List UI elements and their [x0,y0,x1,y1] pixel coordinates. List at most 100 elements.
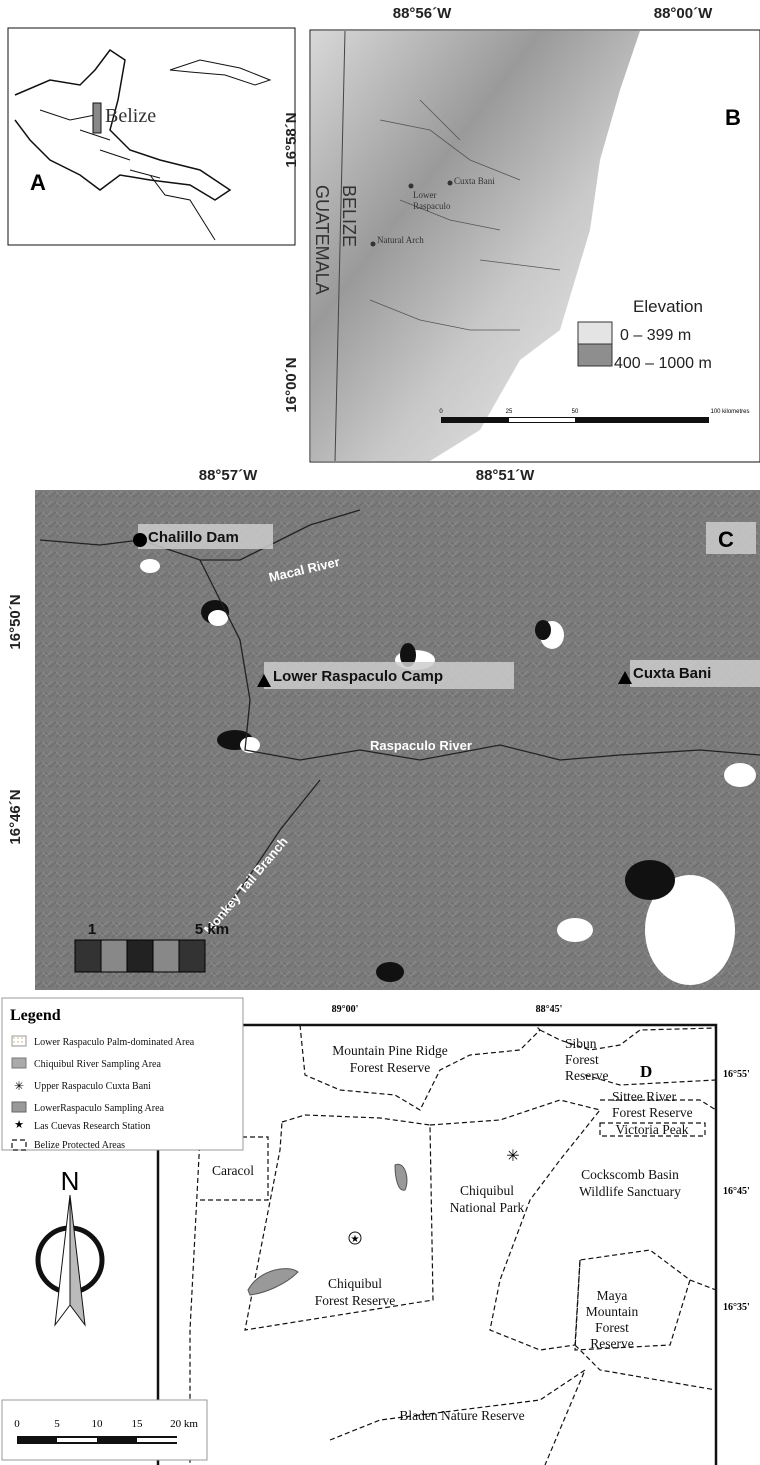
scale-box [1,1399,208,1461]
lon-label: 88°51´W [476,467,535,484]
clouds [140,559,756,985]
area-label: National Park [450,1200,525,1215]
lon-label: 88°57´W [199,467,258,484]
area-label: Sibun [565,1036,597,1051]
legend-swatch [577,321,613,345]
lat-label: 16°58´N [283,112,300,167]
legend-swatch: ★ [14,1119,24,1131]
site-marker [257,674,271,687]
legend-box [1,997,244,1151]
site-marker [370,241,376,247]
legend-swatch [577,343,613,367]
coastline [14,48,232,201]
site-marker [408,183,414,189]
lat-label: 16°35' [723,1302,750,1313]
area-label: Bladen Nature Reserve [399,1408,524,1423]
area-label: Reserve [565,1068,608,1083]
legend-item: Belize Protected Areas [34,1140,125,1151]
north-arrow [35,1194,105,1327]
scale-bar-segment [57,1438,97,1442]
legend-item: 0 – 399 m [620,327,691,344]
lon-label: 88°00´W [654,5,713,22]
scale-bar [74,939,206,973]
area-label: Forest [595,1320,629,1335]
lat-label: 16°55' [723,1069,750,1080]
belize-highlight [92,102,102,134]
scale-label: 50 [572,409,579,415]
panel-c: 88°57´W 88°51´W 16°50´N 16°46´N Chalillo… [7,467,760,990]
boundary [539,1027,717,1111]
legend-swatch [11,1035,27,1047]
legend-swatch [11,1139,27,1151]
area-label: Reserve [590,1336,633,1351]
site-marker [618,671,632,684]
site-label: Chalillo Dam [148,529,239,546]
lon-label: 88°45' [536,1004,563,1015]
legend-item: Lower Raspaculo Palm-dominated Area [34,1037,195,1048]
scale-label: 5 [54,1418,60,1430]
area-label: Chiquibul [328,1276,382,1291]
scale-label: 0 [439,409,443,415]
label-box [706,522,756,554]
panel-b: 88°56´W 88°00´W 16°58´N 16°00´N BELIZE G… [283,5,760,463]
legend-swatch [11,1057,27,1069]
legend-item: 400 – 1000 m [614,355,712,372]
panel-a-frame [7,27,296,246]
country-label: GUATEMALA [312,185,332,295]
river-label: Raspaculo River [370,738,472,753]
label-box [630,660,760,687]
north-label: N [61,1166,80,1196]
country-label: BELIZE [339,185,359,247]
lat-label: 16°45' [723,1186,750,1197]
label-box [264,662,514,689]
borders [39,109,216,241]
area-label: Cockscomb Basin [581,1167,679,1182]
scale-label: 10 [92,1418,104,1430]
victoria-peak-box [599,1122,706,1137]
area-label: Mountain [586,1304,639,1319]
site-label: Natural Arch [377,235,424,245]
scale-bar-segment [137,1438,177,1442]
panel-label: B [725,105,741,130]
legend-item: Chiquibul River Sampling Area [34,1059,161,1070]
panel-label: D [640,1062,652,1081]
legend-item: Las Cuevas Research Station [34,1121,150,1132]
legend-title: Elevation [633,297,703,316]
site-label: Lower [413,190,437,200]
area-label: Sittee River [612,1089,677,1104]
legend-item: Upper Raspaculo Cuxta Bani [34,1081,151,1092]
border-line [334,30,346,462]
scale-label: 1 [88,921,96,938]
scale-label: 25 [506,409,513,415]
country-label: Belize [105,105,156,127]
legend-swatch: ✳ [14,1079,24,1093]
site-marker [447,180,453,186]
scale-label: 0 [14,1418,20,1430]
site-label: Cuxta Bani [633,665,711,682]
panel-a: Belize A [7,27,296,246]
label-box [138,524,273,549]
boundary [299,1024,541,1111]
rivers [369,99,561,331]
area-label: Victoria Peak [615,1122,688,1137]
boundary [244,1114,434,1331]
site-label: Raspaculo [413,201,451,211]
scale-label: 5 km [195,921,229,938]
station-star: ★ [351,1234,360,1245]
map-frame [156,1023,718,1465]
panel-d: 89°00' 88°45' 16°55' 16°45' 16°35' ★ ✳ D… [1,997,750,1465]
site-marker [133,533,147,547]
legend-swatch [11,1101,27,1113]
scale-bar-segment [509,418,575,422]
area-label: Chiquibul [460,1183,514,1198]
sampling-area [247,1268,299,1296]
legend-item: LowerRaspaculo Sampling Area [34,1103,165,1114]
satellite-image [35,490,760,990]
lat-label: 16°50´N [7,594,24,649]
scale-label: 100 kilometres [710,409,749,415]
area-label: Caracol [212,1163,254,1178]
rivers [39,509,760,931]
scale-label: 15 [132,1418,144,1430]
panel-label: C [718,527,734,552]
